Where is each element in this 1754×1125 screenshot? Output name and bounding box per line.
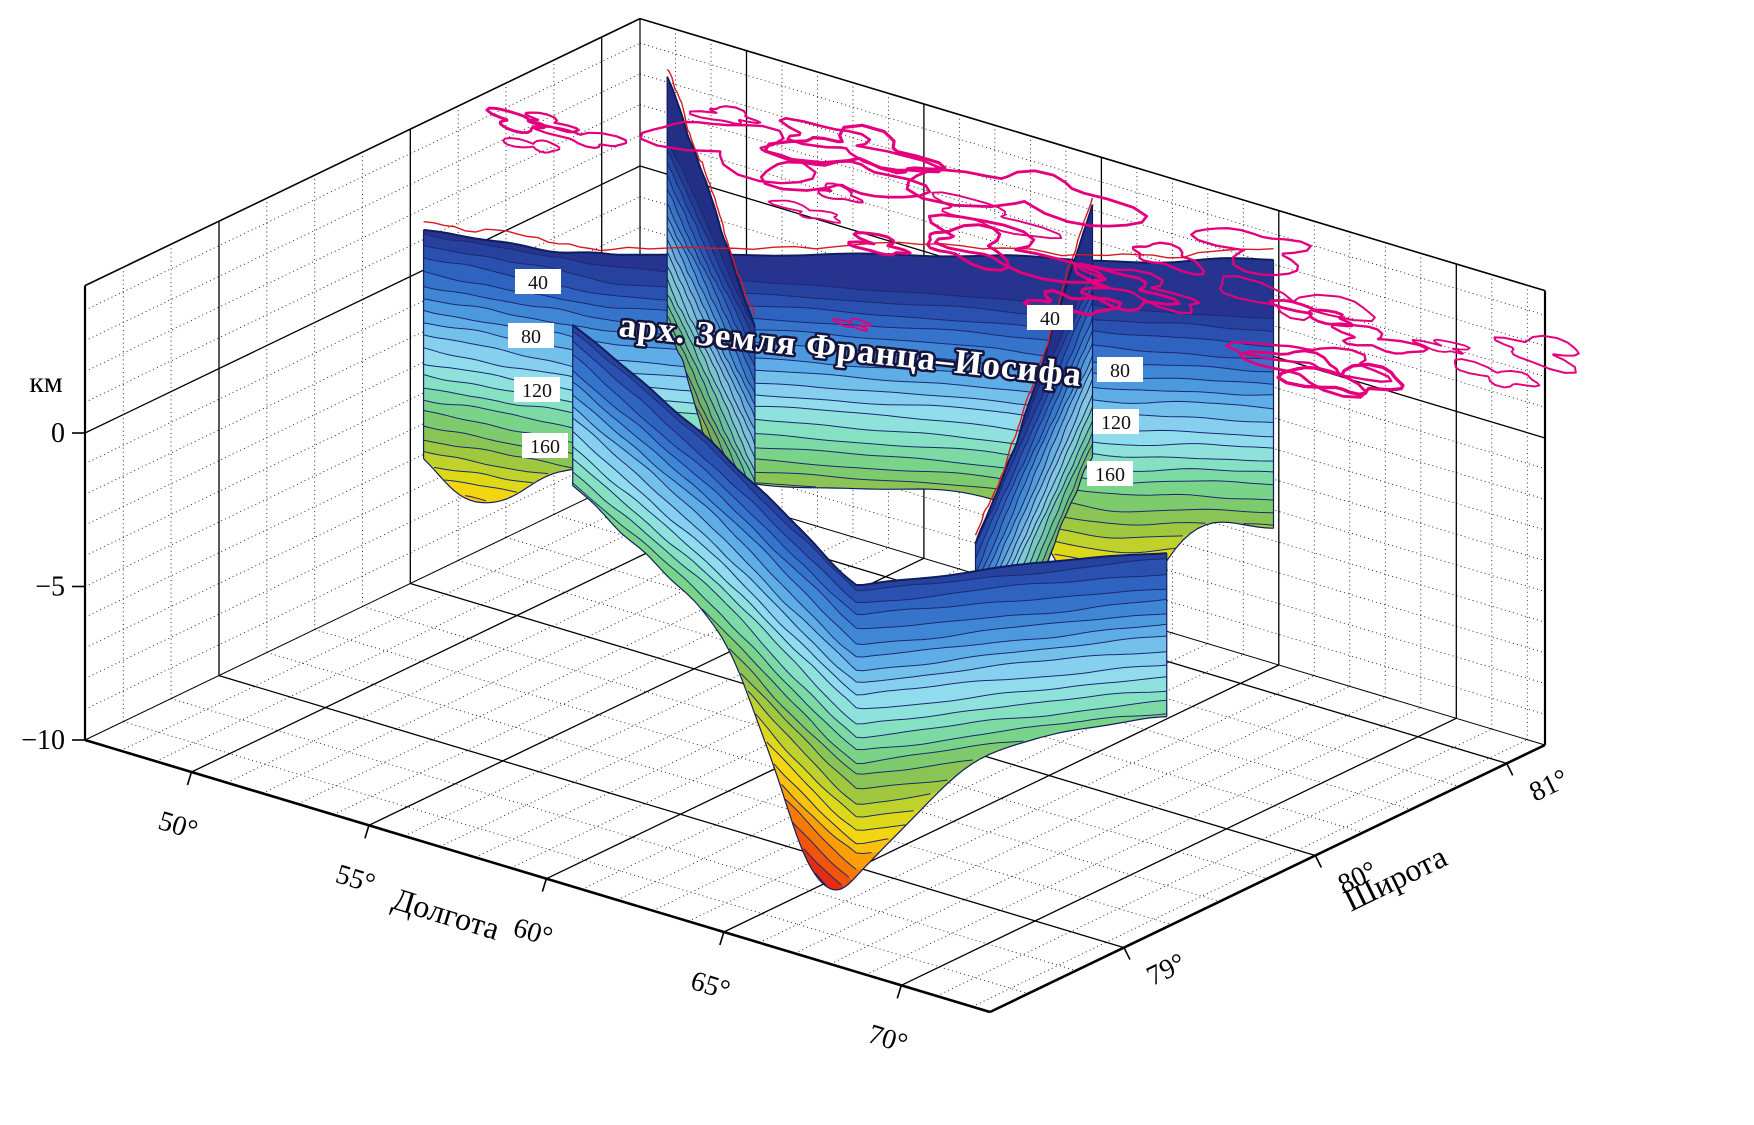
contour-label: 160: [522, 433, 568, 458]
fence-sections: [422, 76, 1275, 891]
longitude-tick-label: 65°: [687, 965, 734, 1006]
svg-text:120: 120: [1101, 412, 1131, 434]
svg-text:40: 40: [528, 272, 548, 294]
fence-profile-4: [572, 324, 1168, 891]
svg-text:65°: 65°: [687, 965, 734, 1006]
longitude-axis-title: Долгота: [388, 880, 504, 947]
svg-text:120: 120: [522, 380, 552, 402]
contour-label: 40: [515, 269, 561, 294]
svg-text:Долгота: Долгота: [388, 880, 504, 947]
svg-text:79°: 79°: [1142, 947, 1191, 992]
svg-text:Широта: Широта: [1338, 838, 1452, 918]
fence-profile-2: [666, 76, 756, 517]
survey-track-lines: [423, 68, 1274, 536]
contour-labels: 40 80 120 160 40 80 120 160: [508, 269, 1143, 486]
svg-text:81°: 81°: [1525, 763, 1574, 808]
longitude-tick-label: 70°: [864, 1019, 911, 1060]
contour-label: 160: [1087, 461, 1133, 486]
coastline-curves: [485, 105, 1580, 399]
depth-tick-label: −10: [21, 725, 65, 756]
depth-tick-label: −5: [35, 572, 65, 603]
svg-text:70°: 70°: [864, 1019, 911, 1060]
svg-text:40: 40: [1040, 308, 1060, 330]
depth-axis-title: км: [29, 366, 63, 399]
latitude-axis-title: Широта: [1338, 838, 1452, 918]
depth-tick-label: 0: [51, 418, 65, 449]
contour-label: 80: [508, 323, 554, 348]
svg-text:160: 160: [1095, 464, 1125, 486]
contour-label: 80: [1097, 357, 1143, 382]
svg-text:160: 160: [530, 436, 560, 458]
contour-label: 120: [514, 377, 560, 402]
svg-text:80: 80: [521, 326, 541, 348]
svg-text:55°: 55°: [332, 859, 379, 900]
longitude-tick-label: 50°: [155, 805, 202, 846]
svg-text:50°: 50°: [155, 805, 202, 846]
latitude-tick-label: 81°: [1525, 763, 1574, 808]
contour-label: 40: [1027, 305, 1073, 330]
latitude-tick-label: 79°: [1142, 947, 1191, 992]
svg-text:60°: 60°: [510, 912, 557, 953]
longitude-tick-label: 60°: [510, 912, 557, 953]
longitude-tick-label: 55°: [332, 859, 379, 900]
contour-label: 120: [1093, 409, 1139, 434]
svg-text:80: 80: [1110, 360, 1130, 382]
